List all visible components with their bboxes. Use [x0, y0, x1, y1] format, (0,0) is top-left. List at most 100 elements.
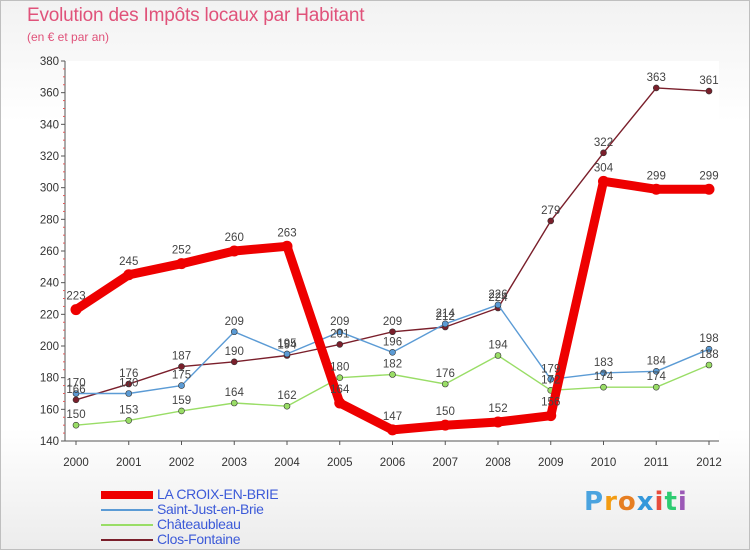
x-tick-label: 2005	[327, 457, 353, 469]
legend-swatch	[101, 491, 153, 499]
data-point	[705, 87, 713, 95]
legend-swatch	[101, 524, 153, 526]
data-label: 176	[436, 368, 455, 380]
data-label: 201	[330, 328, 349, 340]
data-point	[389, 328, 396, 336]
logo-letter: P	[584, 487, 605, 517]
data-point	[492, 416, 504, 428]
data-point	[389, 371, 396, 378]
data-point	[652, 84, 660, 92]
data-point	[547, 375, 555, 383]
logo-letter: i	[654, 487, 665, 517]
data-label: 182	[383, 359, 402, 371]
data-point	[178, 407, 185, 415]
data-label: 184	[647, 355, 667, 367]
data-point	[230, 358, 238, 366]
data-label: 195	[277, 338, 296, 350]
x-tick-label: 2011	[644, 457, 669, 469]
chart-subtitle: (en € et par an)	[27, 30, 110, 44]
legend-label: Châteaubleau	[157, 516, 241, 532]
data-point	[600, 369, 607, 377]
data-point	[598, 175, 609, 187]
y-tick-label: 220	[40, 309, 59, 321]
data-point	[336, 328, 344, 336]
data-point	[703, 183, 715, 195]
data-point	[705, 345, 713, 353]
data-label: 209	[383, 316, 402, 328]
data-point	[600, 383, 607, 391]
plot-area	[65, 61, 719, 441]
x-tick-label: 2003	[221, 457, 247, 469]
legend-swatch	[101, 509, 153, 511]
data-point	[283, 350, 291, 358]
legend-label: Clos-Fontaine	[157, 531, 241, 547]
legend-label: LA CROIX-EN-BRIE	[157, 486, 279, 502]
y-tick-label: 240	[40, 278, 59, 290]
data-point	[283, 402, 291, 410]
data-label: 180	[330, 362, 349, 374]
data-label: 322	[594, 137, 613, 149]
data-label: 174	[647, 371, 667, 383]
data-point	[545, 410, 557, 422]
data-point	[652, 368, 660, 375]
x-tick-label: 2000	[63, 457, 89, 469]
data-label: 223	[66, 291, 85, 303]
y-tick-label: 320	[40, 151, 59, 163]
data-label: 172	[541, 374, 560, 386]
data-point	[123, 269, 135, 281]
x-tick-label: 2008	[485, 457, 511, 469]
data-label: 226	[488, 289, 507, 301]
data-label: 245	[119, 256, 138, 268]
data-point	[178, 363, 185, 370]
y-tick-label: 360	[40, 88, 59, 100]
data-label: 156	[541, 397, 560, 409]
series-0	[70, 175, 715, 436]
x-tick-label: 2004	[274, 457, 300, 469]
data-point	[70, 304, 82, 316]
logo-letter: r	[604, 487, 618, 517]
x-tick-label: 2010	[591, 457, 617, 469]
y-tick-label: 260	[40, 246, 59, 258]
proxiti-logo: Proxiti	[584, 487, 688, 517]
data-point	[441, 380, 449, 388]
x-tick-label: 2012	[696, 457, 722, 469]
data-label: 198	[699, 333, 718, 345]
logo-letter: i	[677, 487, 688, 517]
data-label: 179	[541, 363, 560, 375]
data-label: 164	[225, 387, 245, 399]
data-point	[439, 419, 451, 431]
series-1	[72, 301, 713, 397]
data-point	[125, 380, 133, 388]
data-label: 196	[383, 336, 402, 348]
chart-title: Evolution des Impôts locaux par Habitant	[27, 5, 365, 26]
x-tick-label: 2007	[432, 457, 458, 469]
data-point	[336, 341, 344, 348]
data-label: 175	[172, 370, 191, 382]
y-tick-label: 180	[40, 373, 59, 385]
x-tick-label: 2006	[380, 457, 406, 469]
data-label: 190	[225, 346, 244, 358]
data-label: 187	[172, 351, 191, 363]
data-point	[705, 361, 713, 369]
legend-label: Saint-Just-en-Brie	[157, 501, 264, 517]
data-point	[281, 240, 293, 252]
data-label: 152	[488, 403, 507, 415]
data-point	[176, 258, 187, 270]
data-label: 299	[699, 170, 718, 182]
y-tick-label: 200	[40, 341, 59, 353]
data-point	[72, 390, 80, 397]
data-point	[494, 352, 502, 359]
data-label: 209	[225, 316, 244, 328]
legend-swatch	[101, 539, 153, 541]
x-tick-label: 2009	[538, 457, 564, 469]
data-label: 174	[594, 371, 614, 383]
data-label: 361	[699, 75, 718, 87]
y-tick-label: 300	[40, 183, 59, 195]
data-label: 166	[66, 384, 85, 396]
data-label: 147	[383, 411, 402, 423]
data-label: 176	[119, 368, 138, 380]
data-point	[72, 421, 80, 429]
data-label: 153	[119, 404, 138, 416]
data-point	[650, 183, 662, 195]
